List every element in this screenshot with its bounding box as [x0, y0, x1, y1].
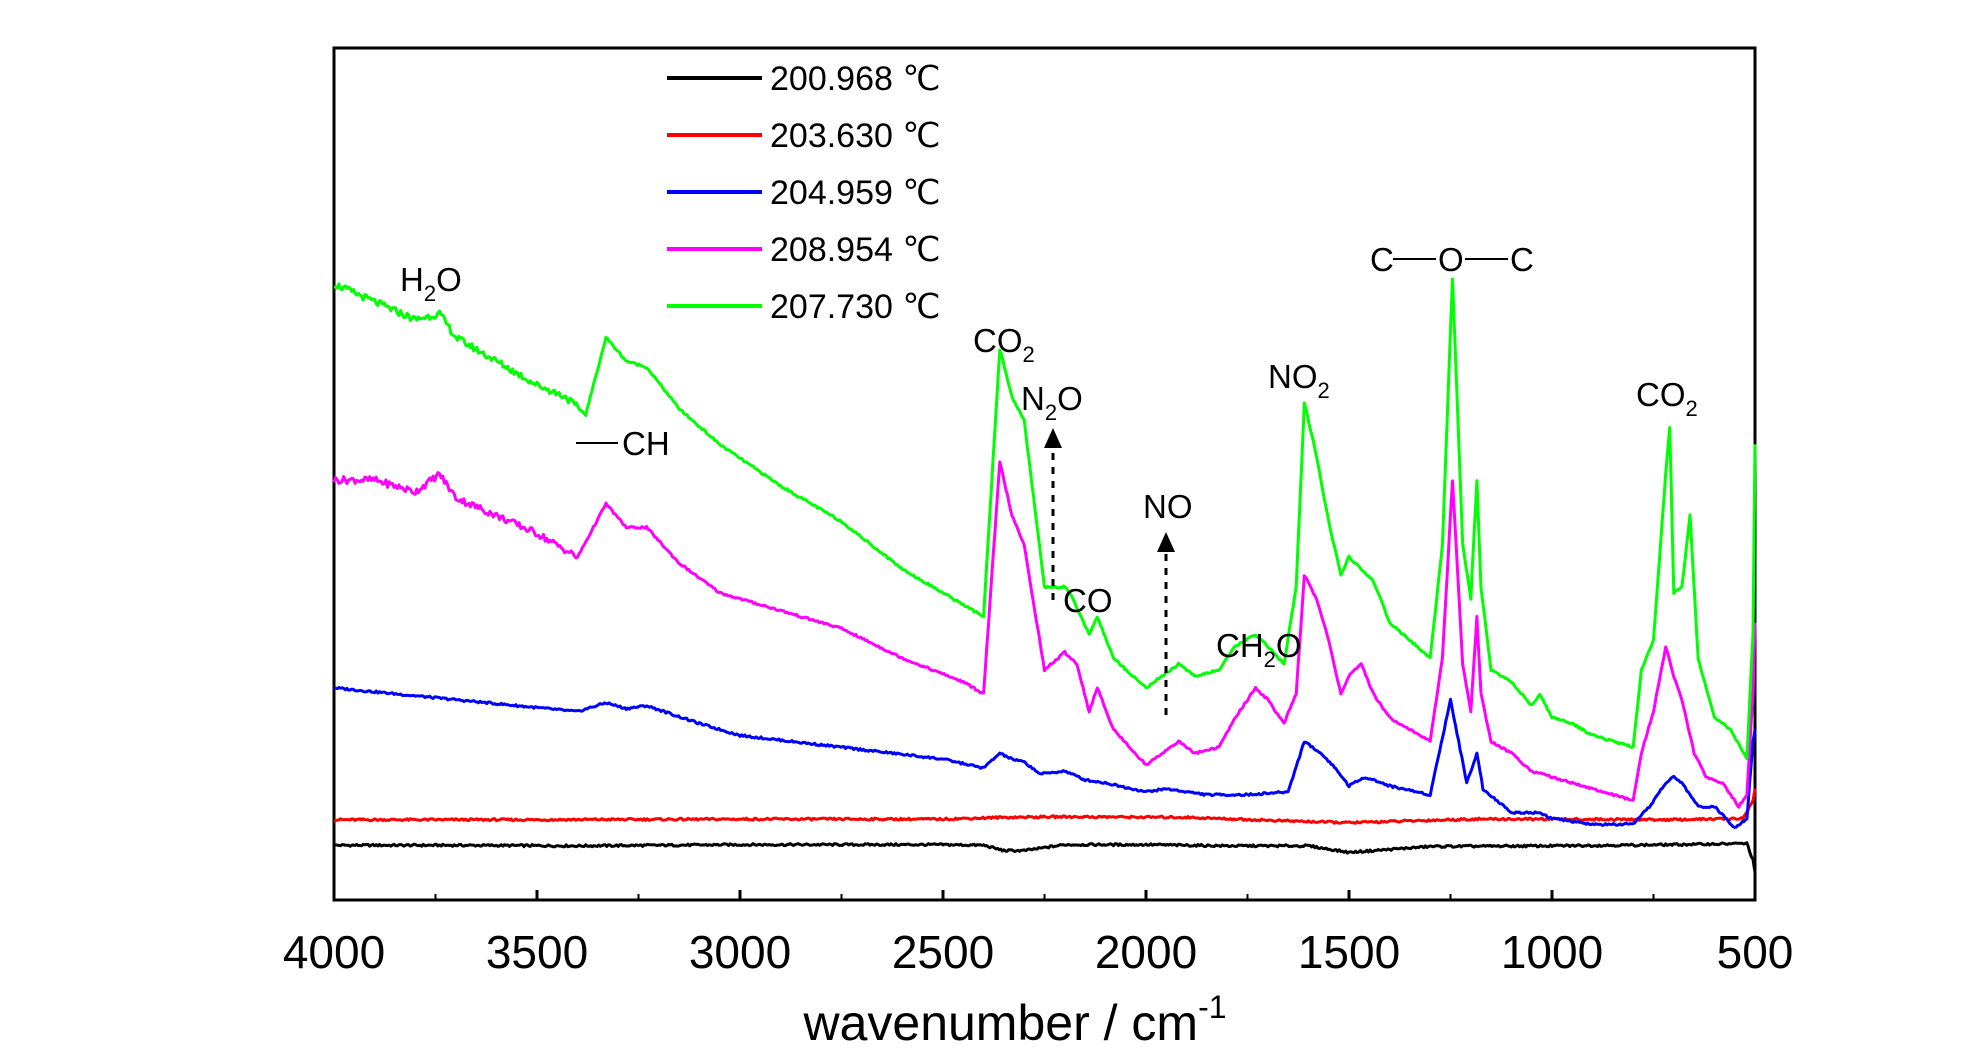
peak-label: CH2O	[1216, 627, 1302, 672]
legend-label: 207.730 ℃	[770, 288, 941, 326]
series-layer	[332, 277, 1757, 873]
x-tick-label: 2500	[892, 926, 994, 978]
peak-label: CO2	[973, 322, 1035, 367]
x-axis-title-superscript: -1	[1198, 989, 1226, 1025]
series-line	[333, 686, 1757, 829]
legend-label: 208.954 ℃	[770, 231, 941, 269]
peak-label: CO2	[1636, 376, 1698, 421]
peak-label: CH	[622, 425, 670, 462]
peak-label: NO2	[1268, 358, 1330, 403]
x-tick-label: 2000	[1095, 926, 1197, 978]
legend-label: 203.630 ℃	[770, 117, 941, 155]
peak-label: N2O	[1021, 380, 1083, 425]
peak-label: C	[1510, 241, 1534, 278]
x-axis-title-text: wavenumber / cm	[802, 995, 1198, 1051]
x-tick-label: 1500	[1298, 926, 1400, 978]
x-tick-label: 4000	[283, 926, 385, 978]
peak-label: O	[1438, 241, 1464, 278]
x-tick-label: 3500	[486, 926, 588, 978]
series-line	[334, 277, 1757, 761]
x-tick-label: 3000	[689, 926, 791, 978]
peak-label: H2O	[400, 261, 462, 306]
series-line	[332, 460, 1757, 809]
x-tick-label: 1000	[1501, 926, 1603, 978]
legend-label: 200.968 ℃	[770, 60, 941, 98]
peak-label: C	[1370, 241, 1394, 278]
peak-label: CO	[1063, 582, 1113, 619]
x-axis-ticks: 4000 3500 3000 2500 2000 1500 1000 500	[283, 890, 1794, 978]
legend-label: 204.959 ℃	[770, 174, 941, 212]
series-line	[333, 841, 1757, 873]
series-line	[333, 788, 1757, 825]
arrow-head	[1157, 532, 1175, 552]
x-tick-label: 500	[1717, 926, 1794, 978]
legend: 200.968 ℃ 203.630 ℃ 204.959 ℃ 208.954 ℃ 207.…	[667, 60, 941, 326]
peak-label: NO	[1143, 488, 1193, 525]
arrow-head	[1044, 428, 1062, 448]
x-axis-title: wavenumber / cm-1	[802, 989, 1226, 1051]
